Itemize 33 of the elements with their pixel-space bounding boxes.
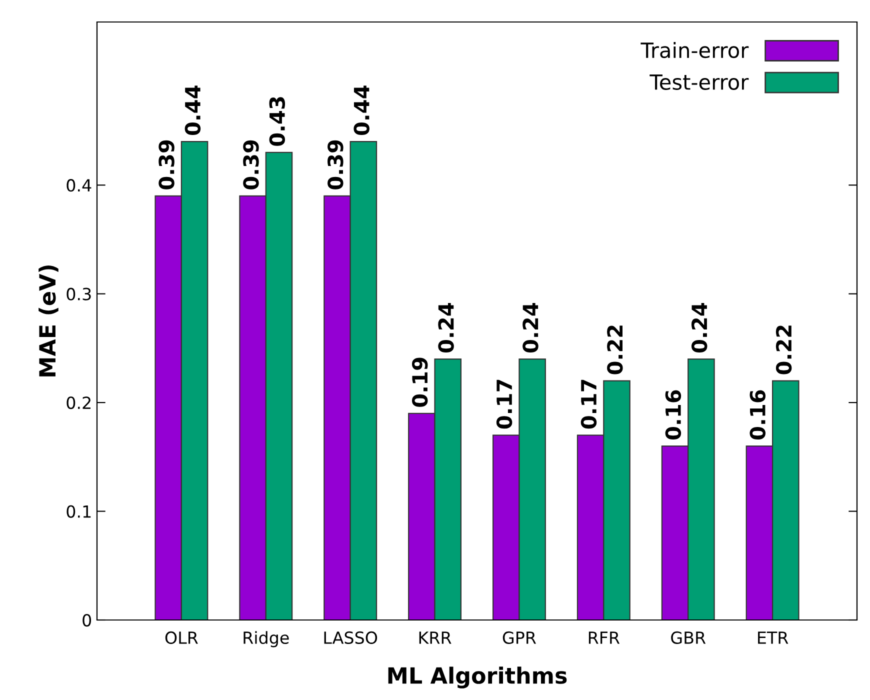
x-tick-label: ETR <box>758 632 788 644</box>
data-label: 0.24 <box>438 303 454 353</box>
x-tick-label: OLR <box>165 631 198 644</box>
data-label: 0.16 <box>750 390 766 440</box>
data-label: 0.24 <box>691 303 708 353</box>
data-label: 0.16 <box>665 390 682 440</box>
legend-label: Train-error <box>640 42 749 58</box>
x-tick-label: Ridge <box>244 631 289 648</box>
data-label: 0.17 <box>580 380 597 429</box>
data-label: 0.39 <box>158 140 174 190</box>
y-tick-label: 0 <box>82 614 92 627</box>
data-label: 0.43 <box>269 97 286 146</box>
data-label: 0.22 <box>607 326 623 374</box>
x-tick-label: KRR <box>419 632 452 644</box>
x-axis-title: ML Algorithms <box>388 666 567 688</box>
data-label: 0.39 <box>243 140 259 190</box>
data-label: 0.44 <box>184 86 201 136</box>
data-label: 0.22 <box>776 326 792 374</box>
y-tick-label: 0.2 <box>66 396 90 410</box>
legend-label: Test-error <box>650 74 749 90</box>
data-label: 0.24 <box>522 303 538 353</box>
data-label: 0.39 <box>328 140 344 190</box>
x-tick-label: RFR <box>588 632 620 644</box>
x-tick-label: LASSO <box>324 631 378 644</box>
y-tick-label: 0.4 <box>66 179 92 192</box>
y-tick-label: 0.1 <box>66 505 91 518</box>
y-tick-label: 0.3 <box>66 288 91 300</box>
data-label: 0.44 <box>354 86 370 136</box>
x-tick-label: GBR <box>671 631 706 644</box>
x-tick-label: GPR <box>502 631 536 644</box>
data-label: 0.19 <box>412 358 428 407</box>
data-label: 0.17 <box>496 380 512 429</box>
y-axis-title: MAE (eV) <box>38 266 58 376</box>
